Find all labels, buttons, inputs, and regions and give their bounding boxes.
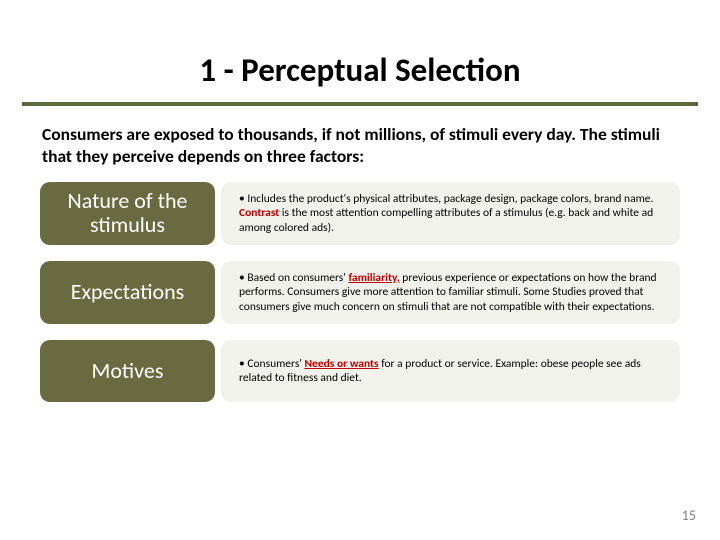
page-number: 15 [682,507,696,524]
factor-desc-text: • Consumers' Needs or wants for a produc… [239,357,664,386]
intro-text: Consumers are exposed to thousands, if n… [0,124,720,182]
factor-row: Expectations • Based on consumers' famil… [40,261,680,324]
factor-desc: • Based on consumers' familiarity, previ… [221,261,680,324]
factor-desc-text: • Includes the product's physical attrib… [239,192,664,235]
factor-rows: Nature of the stimulus • Includes the pr… [0,182,720,402]
factor-desc-text: • Based on consumers' familiarity, previ… [239,271,664,314]
slide-title: 1 - Perceptual Selection [0,0,720,102]
factor-label: Nature of the stimulus [40,182,215,245]
factor-label: Expectations [40,261,215,324]
factor-row: Nature of the stimulus • Includes the pr… [40,182,680,245]
factor-row: Motives • Consumers' Needs or wants for … [40,340,680,402]
factor-label: Motives [40,340,215,402]
factor-desc: • Includes the product's physical attrib… [221,182,680,245]
factor-desc: • Consumers' Needs or wants for a produc… [221,340,680,402]
title-rule [22,102,698,106]
